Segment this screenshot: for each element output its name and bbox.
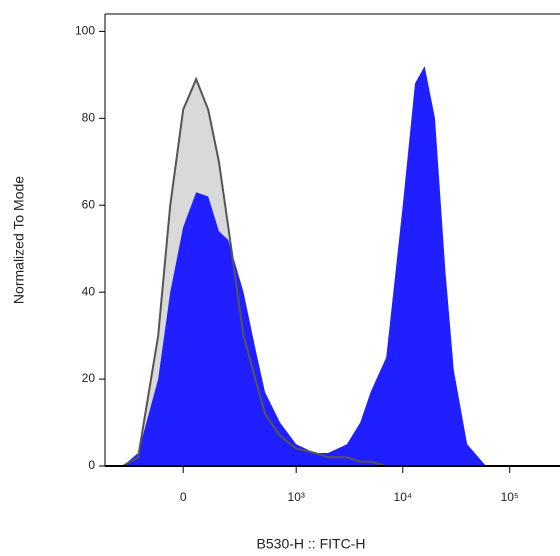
x-tick-label: 0 [180,490,187,504]
x-tick-label: 10⁴ [394,490,413,504]
y-tick-label: 60 [82,197,96,211]
x-axis-title: B530-H :: FITC-H [257,536,366,552]
histogram-area [122,66,510,466]
y-tick-label: 20 [82,371,96,385]
x-tick-label: 10⁵ [501,490,519,504]
y-tick-label: 40 [82,284,96,298]
histogram-outline [122,76,510,466]
y-axis-title: Normalized To Mode [11,176,27,304]
plot-area [122,66,510,466]
y-tick-label: 100 [75,24,95,38]
y-tick-label: 0 [88,458,95,472]
x-tick-label: 10³ [288,490,305,504]
y-tick-label: 80 [82,110,96,124]
